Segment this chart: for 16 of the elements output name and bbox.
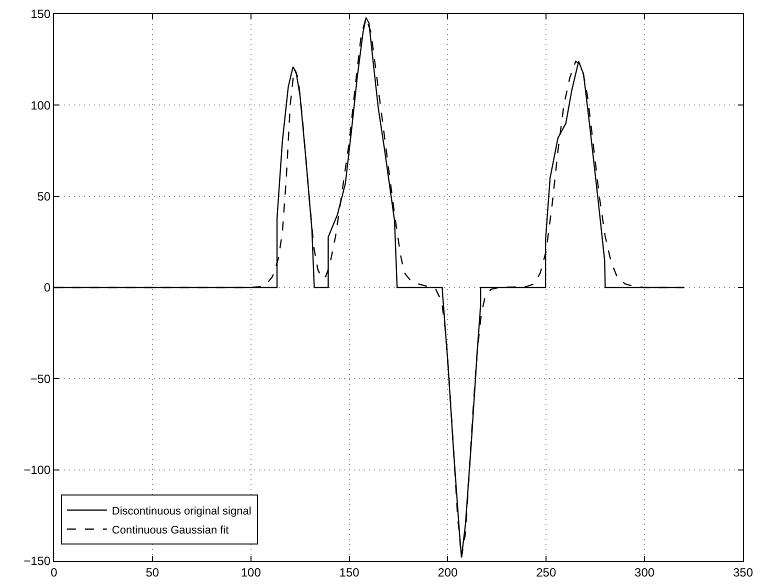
y-tick-label: −100 <box>24 463 51 478</box>
y-tick-label: −150 <box>24 554 51 568</box>
legend-label: Discontinuous original signal <box>112 505 252 518</box>
y-tick-label: 150 <box>30 7 51 22</box>
x-tick-label: 200 <box>438 565 458 580</box>
y-tick-label: 100 <box>30 98 51 112</box>
x-tick-label: 300 <box>634 565 655 580</box>
x-tick-label: 100 <box>240 565 262 580</box>
y-tick-label: 50 <box>37 190 51 204</box>
x-tick-label: 250 <box>536 565 556 580</box>
x-tick-label: 350 <box>732 565 754 580</box>
x-tick-label: 150 <box>339 565 360 580</box>
y-tick-label: 0 <box>44 280 51 295</box>
x-tick-label: 50 <box>146 565 160 580</box>
legend-label: Continuous Gaussian fit <box>112 524 229 536</box>
y-tick-label: −50 <box>30 372 51 386</box>
